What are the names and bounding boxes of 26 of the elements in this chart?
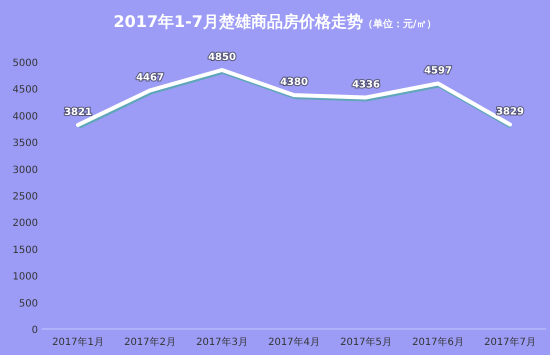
y-tick-label: 1000 (12, 272, 38, 283)
data-label: 3829 (496, 106, 524, 118)
y-tick-label: 0 (32, 325, 38, 336)
data-label: 4850 (208, 52, 236, 64)
data-label: 4597 (424, 66, 452, 77)
y-tick-label: 500 (18, 298, 38, 310)
data-label: 4380 (280, 77, 308, 88)
x-tick-label: 2017年5月 (340, 336, 392, 348)
x-tick-label: 2017年4月 (268, 336, 320, 348)
y-tick-label: 2000 (12, 218, 38, 230)
y-tick-label: 3500 (12, 138, 38, 150)
y-tick-label: 5000 (12, 58, 38, 69)
y-tick-label: 3000 (12, 164, 38, 176)
data-label: 4467 (136, 72, 164, 84)
x-tick-label: 2017年1月 (52, 336, 104, 348)
y-tick-label: 2500 (12, 192, 38, 202)
x-tick-label: 2017年7月 (484, 336, 536, 348)
chart-subtitle: （单位：元/㎡） (362, 18, 437, 30)
data-label: 3821 (64, 106, 92, 118)
x-tick-label: 2017年6月 (412, 336, 464, 348)
x-tick-label: 2017年3月 (196, 336, 248, 348)
y-tick-label: 4000 (12, 111, 38, 122)
y-tick-label: 1500 (12, 244, 38, 256)
x-tick-label: 2017年2月 (124, 336, 176, 348)
data-label: 4336 (352, 79, 380, 90)
y-tick-label: 4500 (12, 84, 38, 96)
